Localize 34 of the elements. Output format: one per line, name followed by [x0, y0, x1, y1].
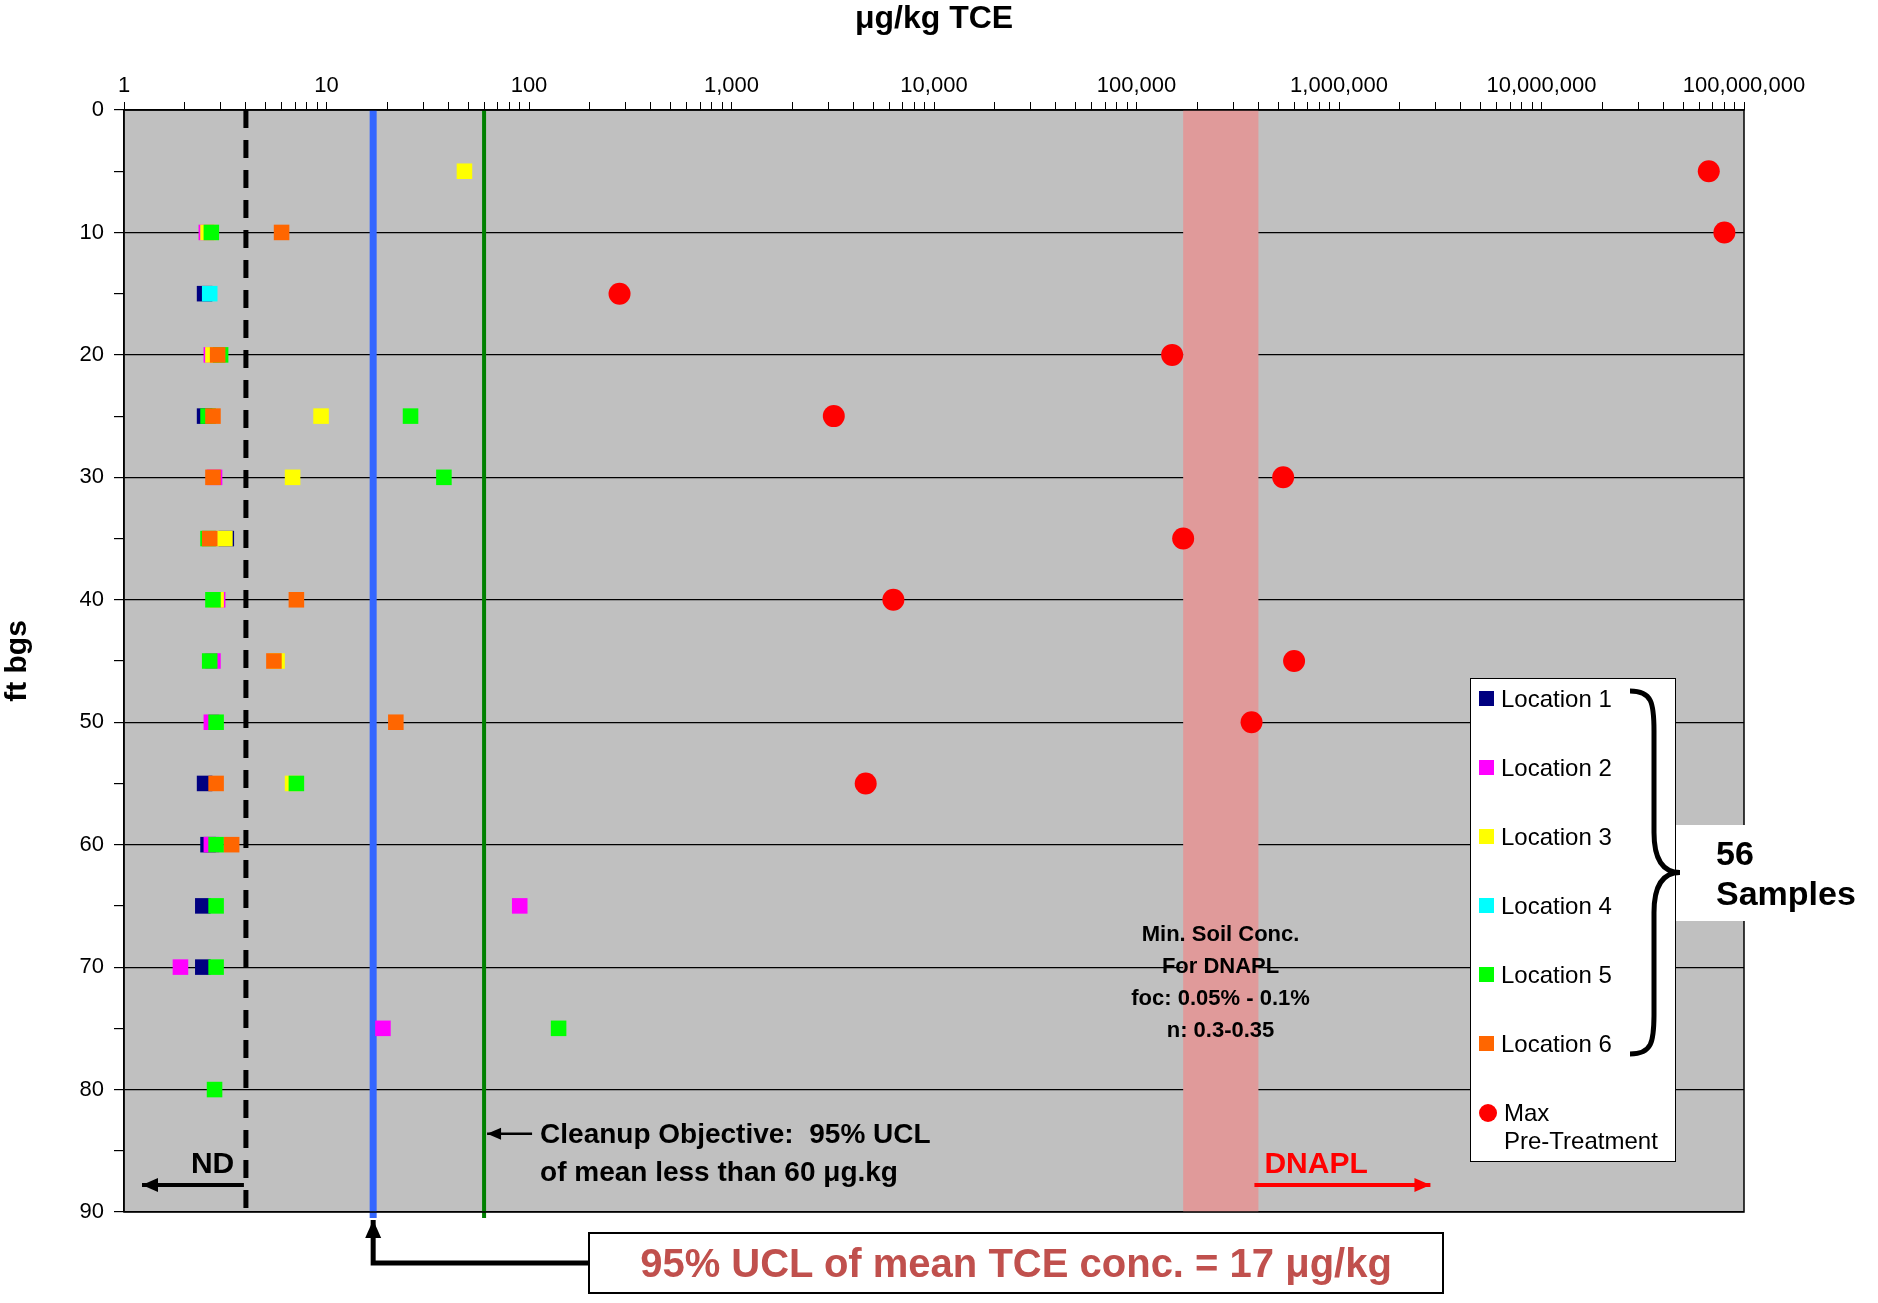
- annotation: DNAPL: [1264, 1145, 1368, 1181]
- y-tick-label: 0: [91, 96, 104, 122]
- legend-label: Location 6: [1501, 1030, 1612, 1057]
- legend-label: Location 2: [1501, 754, 1612, 781]
- text: 95% UCL of mean TCE conc. = 17 μg/kg: [588, 1232, 1444, 1294]
- y-tick-label: 30: [79, 463, 104, 489]
- y-tick-label: 10: [79, 218, 104, 244]
- x-tick-label: 1: [117, 71, 131, 97]
- annotation: 56 Samples: [1676, 824, 1878, 921]
- y-tick-label: 80: [79, 1075, 104, 1101]
- legend-label: Location 3: [1501, 823, 1612, 850]
- x-axis-title: μg/kg TCE: [854, 0, 1014, 36]
- y-tick-label: 70: [79, 953, 104, 979]
- legend-label: Location 1: [1501, 685, 1612, 712]
- legend-label: Location 5: [1501, 961, 1612, 988]
- legend-label: Max Pre-Treatment: [1504, 1099, 1658, 1154]
- annotation: ND: [190, 1145, 235, 1181]
- x-tick-label: 1,000: [703, 71, 760, 97]
- y-tick-label: 40: [79, 585, 104, 611]
- y-axis-title: ft bgs: [0, 620, 33, 702]
- legend-label: Location 4: [1501, 892, 1612, 919]
- x-tick-label: 100,000,000: [1682, 71, 1806, 97]
- y-tick-label: 20: [79, 340, 104, 366]
- x-tick-label: 10,000: [900, 71, 968, 97]
- x-tick-label: 1,000,000: [1290, 71, 1388, 97]
- x-tick-label: 10: [314, 71, 339, 97]
- band-label: Min. Soil Conc. For DNAPL foc: 0.05% - 0.1% n: 0.3-0.35: [1131, 920, 1310, 1045]
- y-tick-label: 50: [79, 708, 104, 734]
- annotation: Cleanup Objective: 95% UCL of mean less than 60 μg.kg: [540, 1116, 931, 1189]
- y-tick-label: 90: [79, 1198, 104, 1224]
- x-tick-label: 100: [510, 71, 548, 97]
- y-tick-label: 60: [79, 830, 104, 856]
- x-tick-label: 10,000,000: [1486, 71, 1597, 97]
- x-tick-label: 100,000: [1096, 71, 1177, 97]
